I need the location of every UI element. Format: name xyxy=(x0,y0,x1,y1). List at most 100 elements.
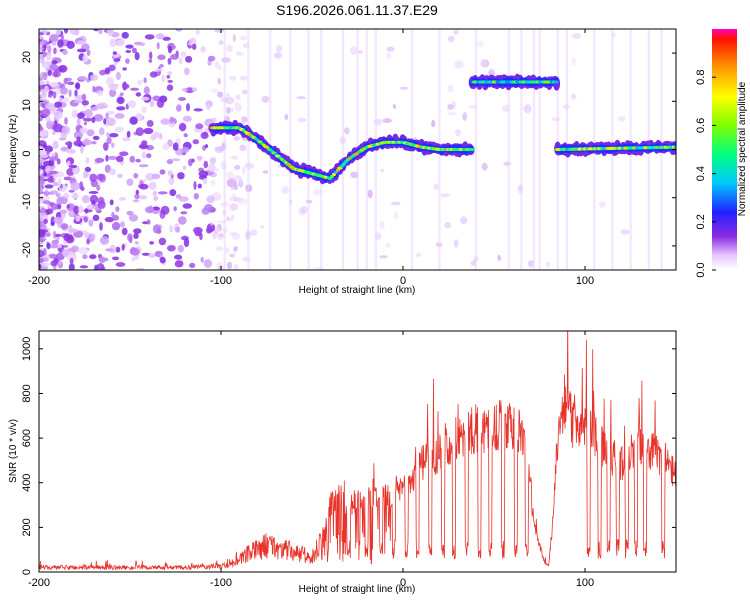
noise-blob xyxy=(192,139,199,145)
noise-blob xyxy=(284,114,289,120)
noise-blob xyxy=(151,173,161,180)
noise-blob xyxy=(127,233,133,242)
noise-blob xyxy=(39,80,46,86)
noise-blob xyxy=(209,221,215,226)
noise-blob xyxy=(89,194,99,204)
noise-blob xyxy=(60,86,69,95)
noise-blob xyxy=(156,99,165,108)
noise-blob xyxy=(63,176,72,181)
noise-blob xyxy=(173,206,177,212)
noise-blob xyxy=(54,233,62,237)
noise-blob xyxy=(91,116,96,124)
noise-blob xyxy=(431,119,436,128)
noise-blob xyxy=(116,96,125,105)
noise-blob xyxy=(56,197,63,205)
noise-blob xyxy=(45,208,54,215)
noise-blob xyxy=(167,71,173,76)
noise-blob xyxy=(115,71,121,81)
noise-blob xyxy=(152,190,158,197)
colorbar-tick-label: 0.8 xyxy=(695,70,707,85)
noise-blob xyxy=(178,196,189,202)
noise-blob xyxy=(200,131,209,140)
noise-blob xyxy=(68,263,75,270)
noise-blob xyxy=(226,216,230,222)
noise-blob xyxy=(39,264,42,269)
noise-blob xyxy=(103,257,109,262)
noise-blob xyxy=(141,106,148,114)
noise-blob xyxy=(105,112,109,120)
noise-blob xyxy=(115,246,121,253)
noise-blob xyxy=(98,29,103,35)
noise-blob xyxy=(83,216,89,223)
noise-blob xyxy=(150,134,157,141)
noise-blob xyxy=(178,57,183,65)
y-tick-label: 0 xyxy=(21,150,33,156)
noise-blob xyxy=(73,99,83,104)
x-tick-label: 100 xyxy=(576,275,594,287)
noise-blob xyxy=(182,146,190,153)
noise-blob xyxy=(39,229,46,237)
noise-blob xyxy=(148,59,153,63)
noise-blob xyxy=(48,253,58,259)
noise-blob xyxy=(141,151,147,159)
noise-blob xyxy=(211,230,218,240)
colorbar: 0.0 0.2 0.4 0.6 0.8 Normalized spectral ampl… xyxy=(695,29,748,278)
noise-blob xyxy=(195,29,200,35)
noise-blob xyxy=(182,115,192,122)
noise-blob xyxy=(64,117,68,125)
noise-blob xyxy=(135,127,144,136)
noise-blob xyxy=(156,228,162,234)
noise-blob xyxy=(51,152,56,157)
noise-blob xyxy=(131,47,137,54)
noise-blob xyxy=(181,88,189,92)
band-core xyxy=(469,147,476,152)
noise-blob xyxy=(41,60,51,69)
x-tick-label: -100 xyxy=(210,275,232,287)
noise-blob xyxy=(261,95,270,103)
colorbar-tick-label: 0.4 xyxy=(695,166,707,181)
noise-blob xyxy=(39,41,45,46)
noise-blob xyxy=(93,29,100,32)
noise-blob xyxy=(620,229,630,235)
y-tick-label: -10 xyxy=(21,194,33,210)
noise-blob xyxy=(192,226,203,234)
noise-blob xyxy=(440,193,451,198)
noise-blob xyxy=(63,29,69,34)
noise-blob xyxy=(47,93,53,98)
noise-blob xyxy=(39,86,42,92)
noise-blob xyxy=(61,125,71,135)
y-tick-label: -20 xyxy=(21,242,33,258)
noise-blob xyxy=(82,53,89,63)
noise-blob xyxy=(158,191,168,195)
y-tick-label: 600 xyxy=(21,429,33,447)
noise-blob xyxy=(86,238,91,245)
y-tick-label: 1000 xyxy=(21,337,33,361)
noise-blob xyxy=(193,193,199,200)
noise-blob xyxy=(86,49,91,56)
vertical-streak xyxy=(474,29,477,270)
noise-blob xyxy=(112,214,120,221)
noise-blob xyxy=(82,139,92,146)
noise-blob xyxy=(54,101,62,108)
noise-blob xyxy=(63,77,68,85)
noise-blob xyxy=(162,143,170,151)
noise-blob xyxy=(232,193,236,197)
noise-blob xyxy=(128,214,139,222)
colorbar-tick-label: 0.0 xyxy=(695,262,707,277)
colorbar-label: Normalized spectral amplitude xyxy=(737,81,748,216)
noise-blob xyxy=(141,252,151,256)
noise-blob xyxy=(47,69,52,76)
noise-blob xyxy=(51,41,57,46)
noise-blob xyxy=(49,202,56,207)
noise-blob xyxy=(82,117,93,122)
noise-blob xyxy=(138,144,149,149)
noise-blob xyxy=(157,54,166,61)
noise-blob xyxy=(232,34,236,42)
noise-blob xyxy=(58,137,67,141)
noise-blob xyxy=(49,190,59,195)
noise-blob xyxy=(189,262,196,269)
noise-blob xyxy=(103,142,109,151)
band-core xyxy=(553,80,559,84)
